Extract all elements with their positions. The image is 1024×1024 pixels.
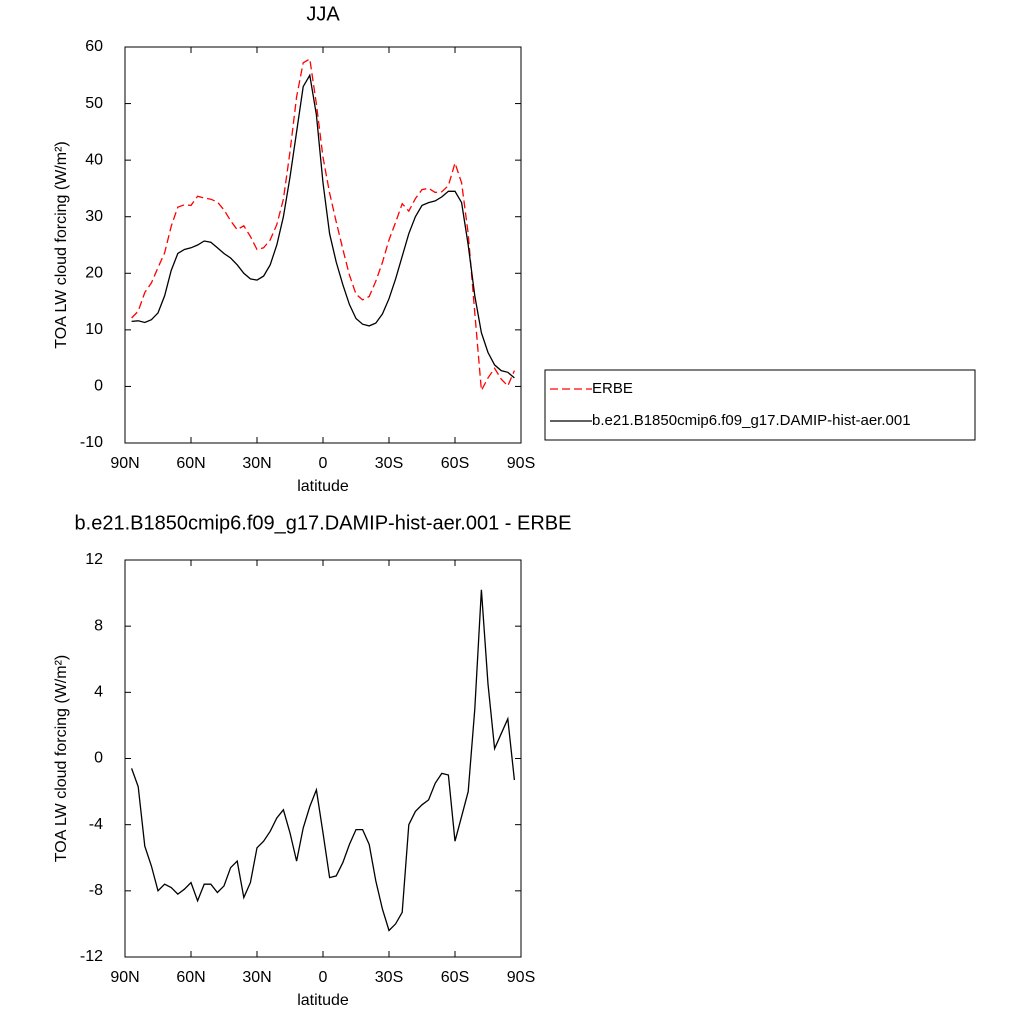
x-tick-label: 0 [319,969,328,986]
x-tick-label: 30S [375,455,403,472]
plot-frame [124,46,522,444]
y-tick-label: -12 [80,948,103,965]
y-tick-label: -8 [89,882,103,899]
y-tick-label: 12 [85,551,103,568]
y-tick-label: 0 [94,378,103,395]
legend-label: b.e21.B1850cmip6.f09_g17.DAMIP-hist-aer.… [592,412,911,429]
x-axis-label: latitude [297,992,349,1009]
x-tick-label: 30S [375,969,403,986]
y-tick-label: -10 [80,434,103,451]
x-tick-label: 90N [110,969,139,986]
y-tick-label: 10 [85,321,103,338]
chart-title: b.e21.B1850cmip6.f09_g17.DAMIP-hist-aer.… [75,512,572,534]
x-tick-label: 30N [242,969,271,986]
y-tick-label: 4 [94,684,103,701]
legend-box [544,369,976,441]
y-tick-label: 20 [85,265,103,282]
x-tick-label: 60N [176,969,205,986]
data-line [131,73,515,379]
y-tick-label: 0 [94,750,103,767]
data-line [130,589,516,932]
x-tick-label: 30N [242,455,271,472]
x-tick-label: 90N [110,455,139,472]
x-tick-label: 90S [507,455,535,472]
y-axis-label: TOA LW cloud forcing (W/m²) [53,141,70,348]
x-tick-label: 60S [441,969,469,986]
y-tick-label: -4 [89,816,103,833]
y-tick-label: 50 [85,95,103,112]
y-tick-label: 8 [94,617,103,634]
y-tick-label: 30 [85,208,103,225]
y-tick-label: 40 [85,151,103,168]
x-tick-label: 60N [176,455,205,472]
x-tick-label: 90S [507,969,535,986]
y-tick-label: 60 [85,38,103,55]
plot-frame [124,559,522,958]
x-tick-label: 60S [441,455,469,472]
x-tick-label: 0 [319,455,328,472]
chart-title: JJA [306,3,340,25]
x-axis-label: latitude [297,478,349,495]
y-axis-label: TOA LW cloud forcing (W/m²) [53,655,70,862]
data-line [131,57,515,393]
legend-label: ERBE [592,380,633,397]
